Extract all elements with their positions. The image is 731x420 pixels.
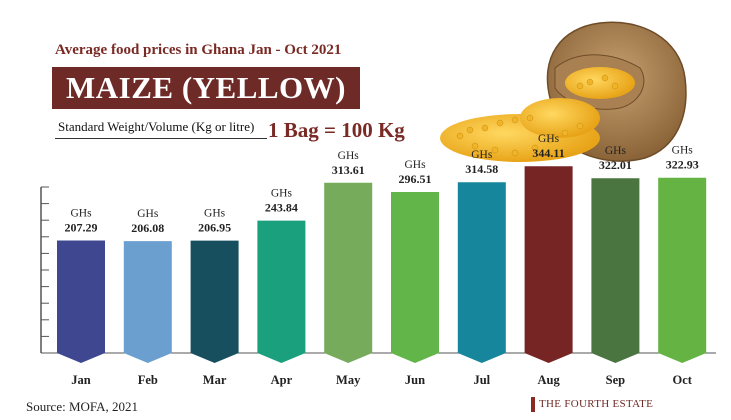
value-unit-label: GHs — [672, 145, 694, 157]
value-unit-label: GHs — [271, 188, 293, 200]
value-label: 207.29 — [65, 220, 98, 234]
bar-jan — [57, 240, 105, 363]
bar-jul — [457, 182, 506, 363]
publisher-logo: THE FOURTH ESTATE — [531, 395, 653, 413]
standard-weight-label: Standard Weight/Volume (Kg or litre) — [58, 119, 255, 134]
bar-may — [324, 182, 373, 363]
x-tick-label: Jun — [405, 373, 425, 387]
x-tick-label: Mar — [203, 373, 227, 387]
standard-weight-underline — [55, 138, 267, 139]
value-label: 322.01 — [599, 158, 632, 172]
bar-sep — [591, 178, 640, 363]
value-label: 206.95 — [198, 221, 231, 235]
source-note: Source: MOFA, 2021 — [26, 399, 139, 414]
publisher-name: THE FOURTH ESTATE — [539, 398, 654, 410]
value-unit-label: GHs — [404, 159, 426, 171]
value-label: 243.84 — [265, 201, 298, 215]
bag-weight-text: 1 Bag = 100 Kg — [268, 118, 405, 142]
x-tick-label: Feb — [138, 373, 158, 387]
x-tick-label: Apr — [271, 373, 293, 387]
x-tick-label: Jul — [473, 373, 490, 387]
value-label: 206.08 — [131, 221, 164, 235]
bar-feb — [123, 241, 172, 363]
bar-oct — [658, 177, 707, 363]
value-label: 322.93 — [666, 158, 699, 172]
x-tick-label: Jan — [71, 373, 91, 387]
value-label: 296.51 — [399, 172, 432, 186]
value-label: 313.61 — [332, 163, 365, 177]
chart-title: MAIZE (YELLOW) — [52, 67, 360, 109]
bar-aug — [524, 166, 573, 363]
chart-subtitle: Average food prices in Ghana Jan - Oct 2… — [55, 42, 342, 58]
value-label: 344.11 — [532, 146, 564, 160]
bar-mar — [190, 240, 239, 363]
x-tick-label: May — [336, 373, 361, 387]
x-tick-label: Sep — [606, 373, 626, 387]
value-unit-label: GHs — [137, 208, 159, 220]
publisher-mark-icon — [531, 396, 535, 412]
bar-apr — [257, 220, 306, 363]
value-unit-label: GHs — [605, 145, 627, 157]
value-unit-label: GHs — [471, 149, 493, 161]
value-label: 314.58 — [465, 162, 498, 176]
maize-sack-image — [440, 21, 687, 162]
bar-jun — [391, 192, 439, 363]
value-unit-label: GHs — [538, 133, 560, 145]
value-unit-label: GHs — [70, 207, 92, 219]
x-tick-label: Aug — [537, 373, 560, 387]
value-unit-label: GHs — [204, 208, 226, 220]
value-unit-label: GHs — [338, 150, 360, 162]
x-tick-label: Oct — [672, 373, 692, 387]
